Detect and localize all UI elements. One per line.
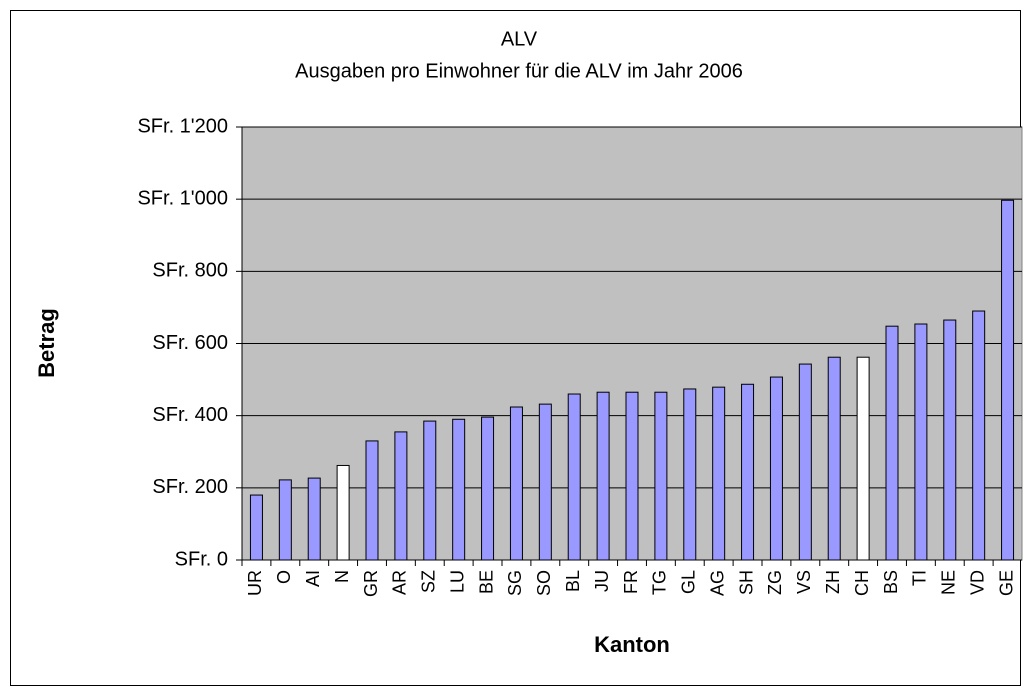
x-tick-label: AR: [390, 570, 410, 595]
y-tick-label: SFr. 800: [152, 260, 228, 282]
y-tick-label: SFr. 200: [152, 476, 228, 498]
bar: [365, 440, 379, 561]
y-tick-label: SFr. 1'200: [137, 115, 228, 137]
bar: [683, 388, 697, 561]
x-tick-label: BS: [881, 570, 901, 594]
bar: [625, 391, 639, 561]
y-tick-label: SFr. 400: [152, 404, 228, 426]
bar: [596, 391, 610, 561]
x-tick-label: AI: [303, 570, 323, 587]
bar: [423, 420, 437, 561]
x-tick-label: GR: [361, 570, 381, 597]
bar: [827, 356, 841, 561]
y-tick-label: SFr. 600: [152, 332, 228, 354]
x-tick-label: SH: [736, 570, 756, 595]
x-tick-label: TG: [650, 570, 670, 595]
bar: [509, 406, 523, 561]
bar: [712, 386, 726, 561]
x-tick-label: O: [274, 570, 294, 584]
x-tick-label: NE: [939, 570, 959, 595]
x-tick-label: AG: [707, 570, 727, 596]
bar: [885, 325, 899, 561]
bar: [654, 391, 668, 561]
y-tick-label: SFr. 1'000: [137, 187, 228, 209]
x-tick-label: FR: [621, 570, 641, 594]
bar: [278, 479, 292, 561]
x-tick-label: TI: [910, 570, 930, 586]
x-tick-label: CH: [852, 570, 872, 596]
x-tick-label: UR: [245, 570, 265, 596]
x-tick-label: SG: [505, 570, 525, 596]
x-tick-label: GE: [996, 570, 1016, 596]
x-axis-label: Kanton: [594, 632, 670, 657]
x-tick-label: VD: [967, 570, 987, 595]
bar: [972, 310, 986, 561]
bar: [452, 418, 466, 561]
x-tick-label: VS: [794, 570, 814, 594]
x-tick-label: BE: [476, 570, 496, 594]
bar: [336, 464, 350, 561]
x-tick-label: SZ: [419, 570, 439, 593]
chart-title: ALV: [501, 28, 538, 50]
y-tick-label: SFr. 0: [175, 548, 228, 570]
bar: [249, 494, 263, 561]
bar: [741, 383, 755, 561]
bar: [538, 403, 552, 561]
x-tick-label: N: [332, 570, 352, 583]
bar: [856, 356, 870, 561]
bar: [943, 319, 957, 561]
bar: [914, 323, 928, 561]
y-axis-label: Betrag: [34, 308, 59, 378]
bar: [481, 416, 495, 561]
bar: [769, 376, 783, 561]
x-tick-label: JU: [592, 570, 612, 592]
bar: [307, 477, 321, 561]
x-tick-label: BL: [563, 570, 583, 592]
chart-subtitle: Ausgaben pro Einwohner für die ALV im Ja…: [295, 60, 743, 82]
x-tick-label: ZH: [823, 570, 843, 594]
x-tick-label: ZG: [765, 570, 785, 595]
bar: [567, 393, 581, 561]
bar: [1001, 199, 1015, 561]
x-tick-label: SO: [534, 570, 554, 596]
bar: [798, 363, 812, 561]
bar: [394, 431, 408, 561]
x-tick-label: GL: [679, 570, 699, 594]
x-tick-label: LU: [447, 570, 467, 593]
